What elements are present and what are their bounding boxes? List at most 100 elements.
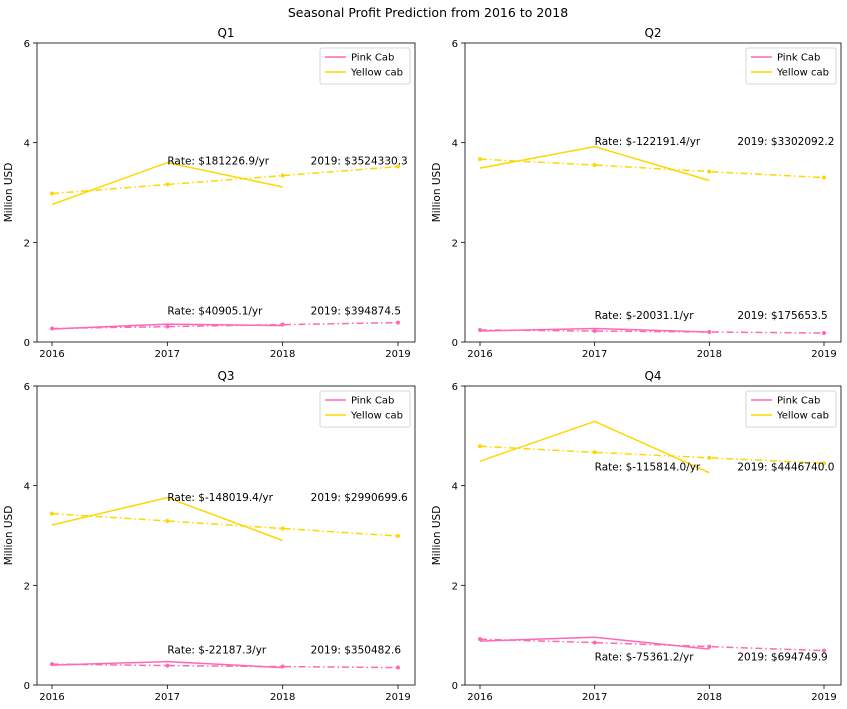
pink-rate-annotation: Rate: $-75361.2/yr	[595, 652, 695, 664]
y-tick-label: 0	[452, 338, 458, 349]
y-tick-label: 6	[452, 382, 458, 393]
legend: Pink Cab Yellow cab	[319, 390, 411, 428]
axes-frame	[36, 385, 416, 686]
pink-rate-annotation: Rate: $40905.1/yr	[167, 306, 263, 318]
subplot-title: Q2	[644, 26, 661, 40]
trend-point-yellow	[165, 182, 170, 187]
trend-point-pink	[478, 328, 482, 333]
trend-point-yellow	[280, 173, 285, 178]
yellow-rate-annotation: Rate: $-148019.4/yr	[167, 492, 273, 504]
trend-point-yellow	[707, 455, 712, 460]
trend-point-yellow	[165, 519, 170, 524]
trend-point-pink	[592, 329, 597, 334]
pink-2019-annotation: 2019: $694749.9	[737, 652, 827, 664]
y-tick-label: 0	[24, 338, 30, 349]
subplot-q1: Q1 0 2 4 6 2016 2017 2018 2019 Million USD Rate: $…	[3, 26, 416, 360]
trend-line-yellow	[51, 512, 399, 537]
pink-2019-annotation: 2019: $394874.5	[311, 306, 401, 318]
figure-title: Seasonal Profit Prediction from 2016 to …	[288, 5, 568, 20]
y-tick-label: 4	[452, 139, 458, 150]
trend-point-yellow	[822, 461, 826, 466]
trend-point-pink	[822, 648, 826, 653]
x-tick-label: 2016	[39, 349, 64, 360]
legend: Pink Cab Yellow cab	[745, 47, 837, 85]
trend-line-yellow	[479, 158, 825, 179]
yellow-2019-annotation: 2019: $2990699.6	[311, 492, 408, 504]
trend-point-yellow	[396, 533, 400, 538]
pink-rate-annotation: Rate: $-22187.3/yr	[167, 645, 267, 657]
trend-point-pink	[707, 644, 712, 649]
trend-point-yellow	[478, 444, 482, 449]
trend-point-yellow	[592, 450, 597, 455]
legend: Pink Cab Yellow cab	[319, 47, 411, 85]
y-axis-label: Million USD	[431, 163, 443, 223]
subplot-q3: Q3 0 2 4 6 2016 2017 2018 2019 Million USD Rate: $…	[3, 369, 416, 703]
y-tick-label: 4	[24, 482, 30, 493]
x-tick-label: 2018	[697, 349, 722, 360]
y-tick-label: 0	[24, 681, 30, 692]
y-tick-label: 2	[24, 238, 30, 249]
y-tick-label: 6	[24, 39, 30, 50]
trend-point-pink	[50, 326, 54, 331]
x-tick-label: 2016	[467, 692, 492, 703]
trend-point-pink	[50, 662, 54, 667]
subplot-title: Q1	[217, 26, 234, 40]
yellow-rate-annotation: Rate: $-122191.4/yr	[595, 136, 701, 148]
y-tick-label: 4	[452, 482, 458, 493]
trend-line-yellow	[51, 165, 399, 195]
x-tick-label: 2016	[39, 692, 64, 703]
trend-point-yellow	[707, 169, 712, 174]
axes-frame	[36, 42, 416, 343]
y-tick-label: 2	[452, 238, 458, 249]
legend-label: Yellow cab	[350, 68, 403, 79]
trend-point-pink	[165, 663, 170, 668]
trend-point-pink	[592, 640, 597, 645]
trend-point-pink	[478, 637, 482, 642]
subplot-q2: Q2 0 2 4 6 2016 2017 2018 2019 Million USD Rate: $…	[431, 26, 842, 360]
trend-point-yellow	[592, 163, 597, 168]
y-tick-label: 2	[452, 581, 458, 592]
subplot-q4: Q4 0 2 4 6 2016 2017 2018 2019 Million USD Rate: $…	[431, 369, 842, 703]
trend-point-pink	[396, 320, 400, 325]
yellow-rate-annotation: Rate: $181226.9/yr	[167, 156, 269, 168]
trend-point-yellow	[396, 164, 400, 169]
subplot-title: Q3	[217, 369, 234, 383]
trend-point-yellow	[822, 175, 826, 180]
yellow-2019-annotation: 2019: $3302092.2	[737, 136, 834, 148]
y-tick-label: 4	[24, 139, 30, 150]
x-tick-label: 2018	[270, 349, 295, 360]
axes-frame	[464, 385, 842, 686]
y-axis-label: Million USD	[3, 163, 15, 223]
legend-label: Yellow cab	[776, 68, 829, 79]
x-tick-label: 2016	[467, 349, 492, 360]
y-tick-label: 6	[24, 382, 30, 393]
trend-point-pink	[396, 665, 400, 670]
trend-point-pink	[280, 322, 285, 327]
trend-point-yellow	[478, 157, 482, 162]
pink-2019-annotation: 2019: $350482.6	[311, 645, 402, 657]
legend: Pink Cab Yellow cab	[745, 390, 837, 428]
x-tick-label: 2019	[385, 692, 410, 703]
x-tick-label: 2017	[582, 692, 607, 703]
y-axis-label: Million USD	[431, 506, 443, 566]
trend-point-pink	[165, 324, 170, 329]
x-tick-label: 2017	[582, 349, 607, 360]
yellow-2019-annotation: 2019: $4446740.0	[737, 461, 834, 473]
y-tick-label: 2	[24, 581, 30, 592]
legend-label: Yellow cab	[776, 411, 829, 422]
x-tick-label: 2018	[270, 692, 295, 703]
x-tick-label: 2017	[155, 692, 180, 703]
x-tick-label: 2018	[697, 692, 722, 703]
pink-2019-annotation: 2019: $175653.5	[737, 310, 827, 322]
x-tick-label: 2017	[155, 349, 180, 360]
trend-line-pink	[479, 638, 825, 652]
trend-point-yellow	[280, 526, 285, 531]
series-line-pink	[479, 327, 710, 333]
subplot-title: Q4	[644, 369, 661, 383]
legend-label: Pink Cab	[351, 396, 394, 407]
trend-point-yellow	[50, 511, 54, 516]
trend-line-pink	[479, 329, 825, 334]
y-axis-label: Million USD	[3, 506, 15, 566]
trend-point-yellow	[50, 191, 54, 196]
